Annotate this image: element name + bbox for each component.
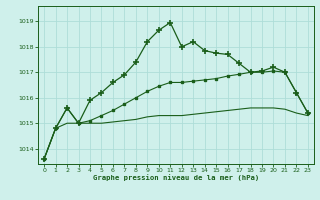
X-axis label: Graphe pression niveau de la mer (hPa): Graphe pression niveau de la mer (hPa) [93,175,259,181]
